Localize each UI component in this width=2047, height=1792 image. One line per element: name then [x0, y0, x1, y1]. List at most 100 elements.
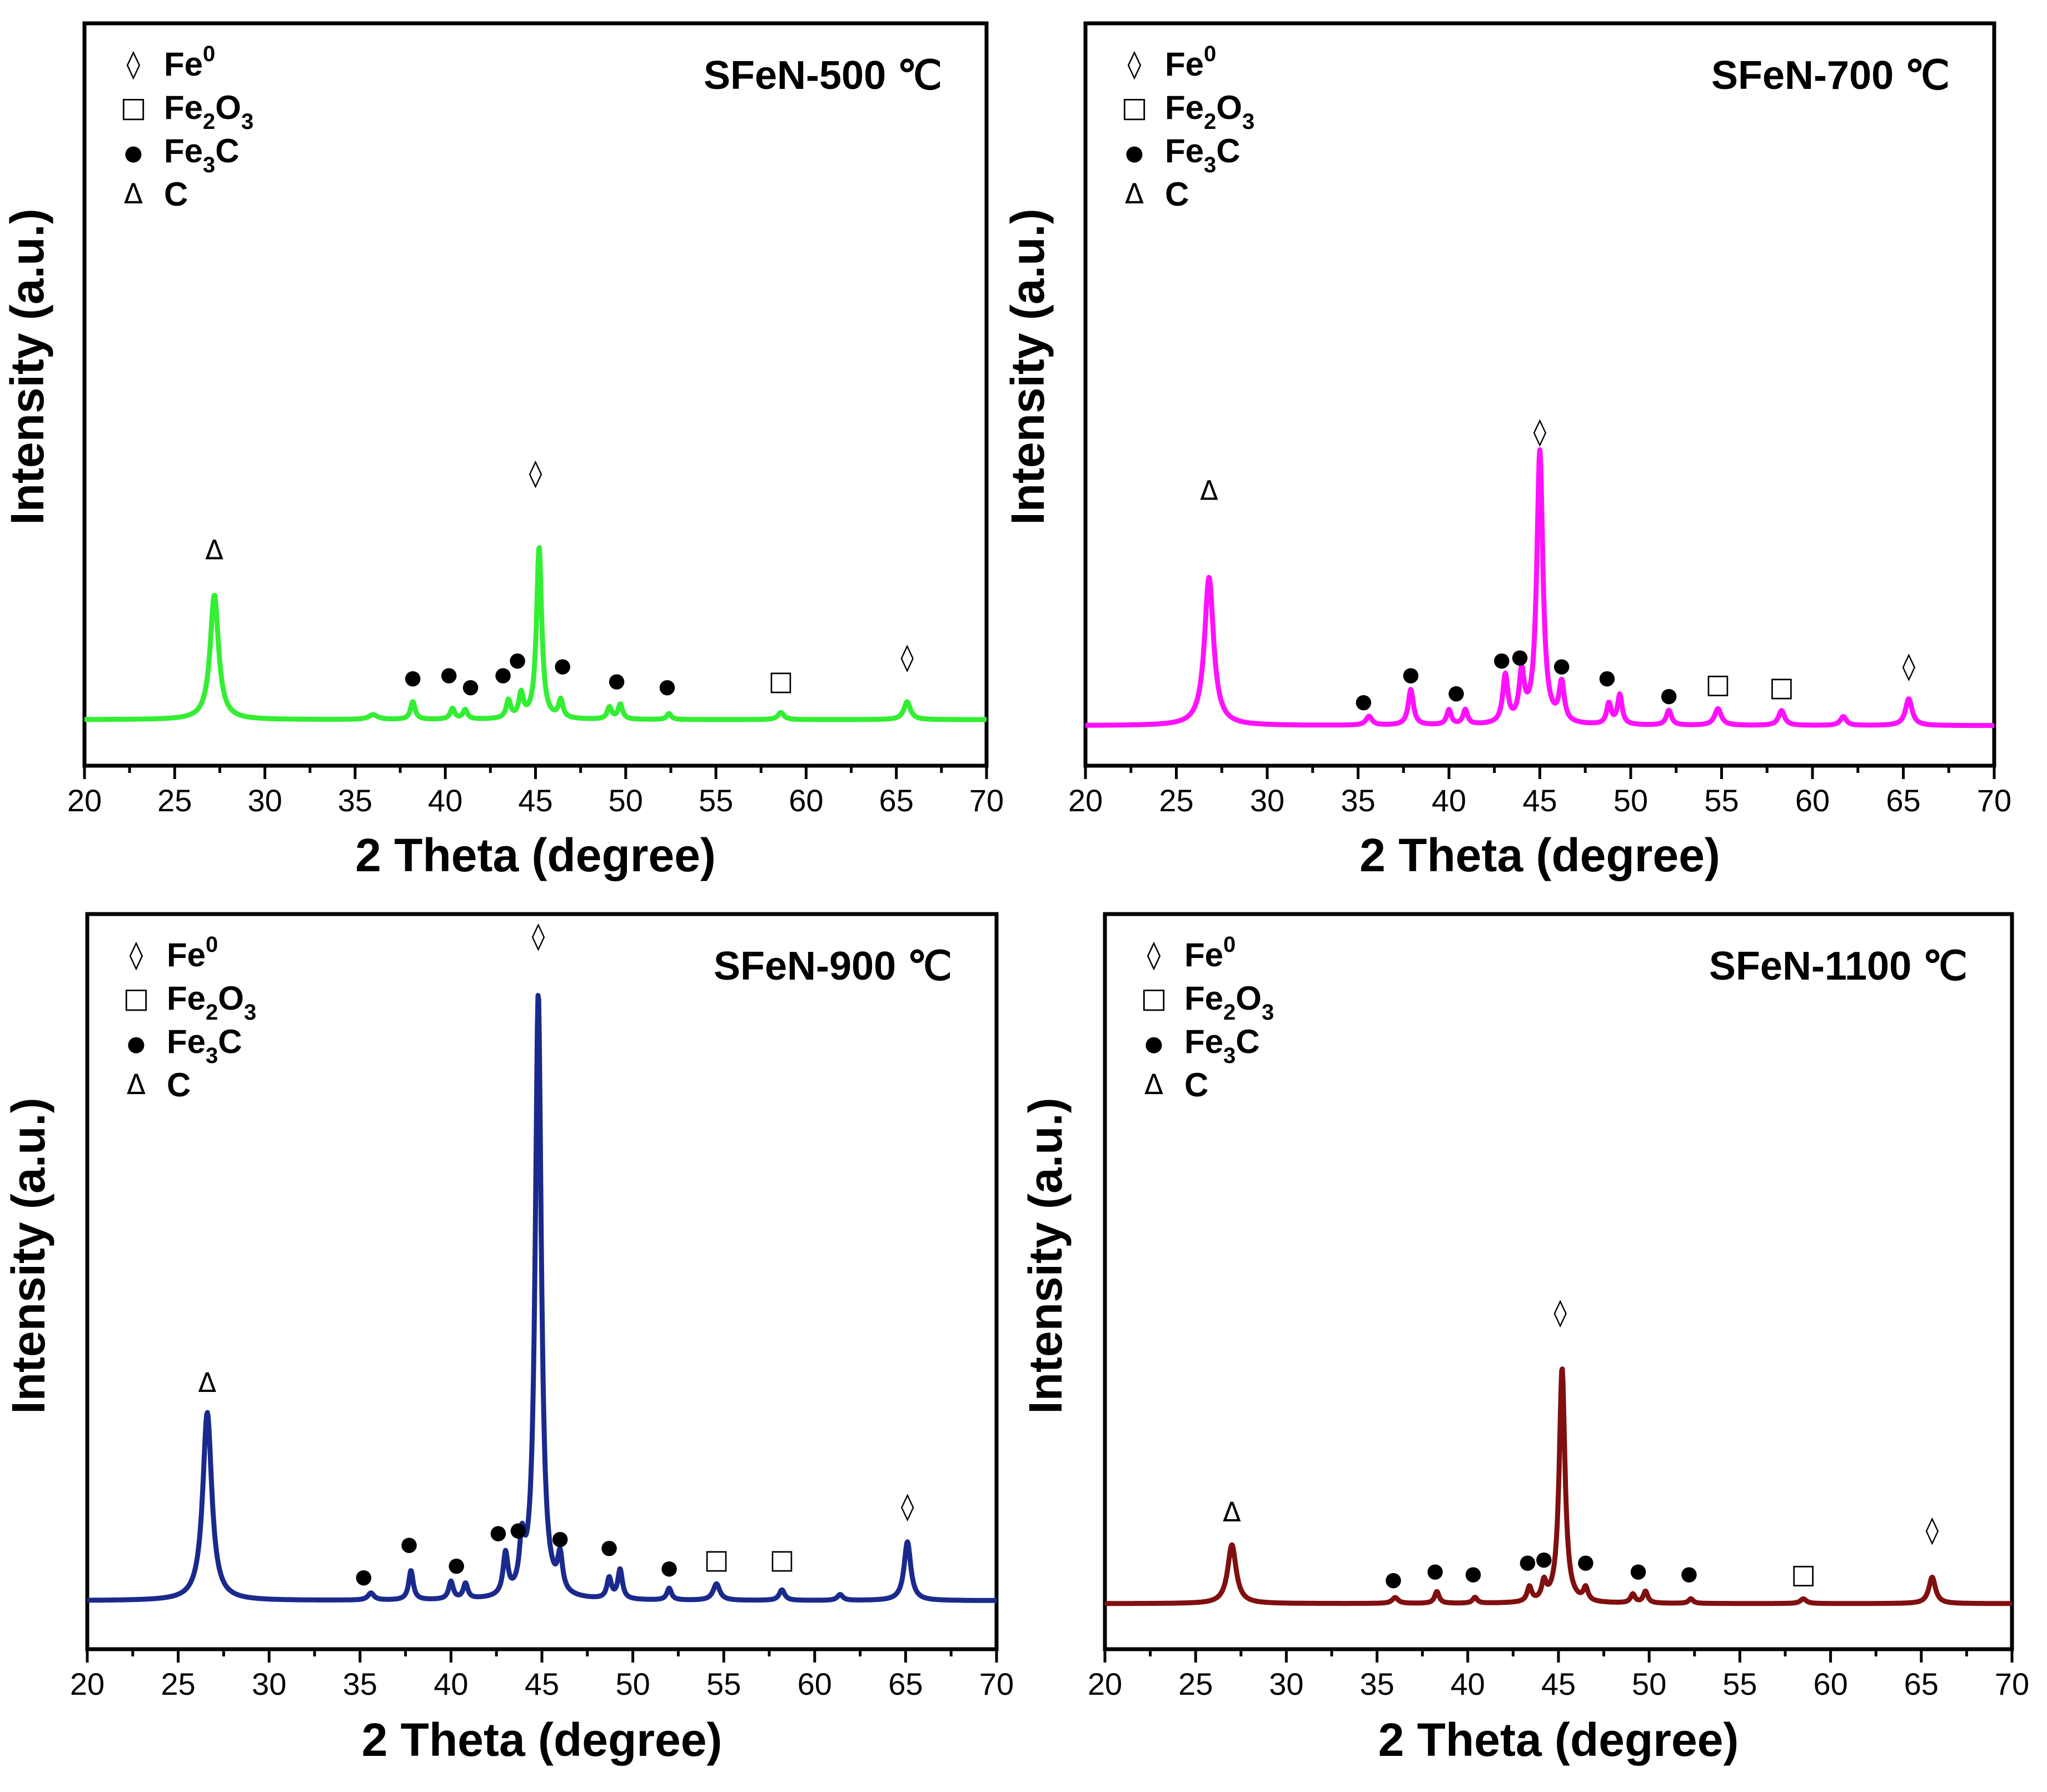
legend-label-c: C: [164, 176, 188, 213]
peak-marker-circle: ●: [600, 1536, 617, 1559]
peak-marker-triangle: Δ: [1200, 476, 1218, 507]
panel-title: SFeN-500 ℃: [704, 53, 942, 98]
xrd-panel-2: 20 25 30 35 40 45 50 55 60 65 70 2 Theta (degree) In…: [1002, 21, 2011, 881]
xrd-panel-4: 20 25 30 35 40 45 50 55 60 65 70 2 Theta (degree) In…: [1019, 912, 2029, 1766]
peak-marker-circle: ●: [1426, 1559, 1443, 1582]
peak-marker-circle: ●: [404, 666, 421, 689]
x-tick-label: 60: [798, 1666, 832, 1701]
legend-symbol-triangle: Δ: [127, 1069, 146, 1101]
legend-label-fe0: Fe0: [164, 42, 215, 83]
peak-marker-diamond: ◊: [1902, 651, 1915, 682]
legend-symbol-triangle: Δ: [1144, 1069, 1163, 1101]
x-tick-label: 70: [1995, 1666, 2029, 1701]
x-tick-label: 30: [247, 783, 282, 818]
y-axis-title: Intensity (a.u.): [1, 208, 53, 525]
peak-marker-circle: ●: [400, 1533, 417, 1556]
peak-marker-circle: ●: [355, 1565, 372, 1588]
peak-marker-circle: ●: [1630, 1559, 1647, 1582]
x-tick-label: 45: [525, 1666, 559, 1701]
peak-marker-circle: ●: [608, 669, 625, 692]
panel-title: SFeN-1100 ℃: [1709, 944, 1968, 989]
x-axis-title: 2 Theta (degree): [362, 1714, 723, 1766]
x-tick-label: 70: [979, 1666, 1014, 1701]
panel-title: SFeN-900 ℃: [714, 944, 952, 989]
peak-marker-square: □: [769, 1544, 794, 1575]
xrd-panel-3: 20 25 30 35 40 45 50 55 60 65 70 2 Theta (degree) In…: [2, 912, 1014, 1766]
peak-marker-diamond: ◊: [1553, 1297, 1567, 1328]
legend-label-fe3c: Fe3C: [1184, 1023, 1260, 1068]
legend-symbol-diamond: ◊: [127, 48, 141, 80]
legend-symbol-circle: ●: [1144, 1031, 1163, 1056]
x-tick-label: 25: [161, 1666, 195, 1701]
x-tick-label: 70: [969, 783, 1004, 818]
x-tick-label: 45: [518, 783, 552, 818]
peak-marker-circle: ●: [1402, 663, 1420, 686]
x-tick-label: 60: [1795, 783, 1830, 818]
peak-marker-square: □: [768, 666, 793, 697]
xrd-curve: [82, 545, 989, 722]
x-tick-label: 50: [609, 783, 643, 818]
legend-symbol-triangle: Δ: [1125, 178, 1144, 210]
x-tick-label: 30: [1269, 1666, 1303, 1701]
y-axis-title: Intensity (a.u.): [1002, 208, 1054, 525]
legend-symbol-diamond: ◊: [130, 939, 143, 971]
legend-label-fe2o3: Fe2O3: [1165, 89, 1254, 134]
x-tick-label: 55: [1722, 1666, 1757, 1701]
x-tick-label: 45: [1541, 1666, 1576, 1701]
legend-label-fe3c: Fe3C: [164, 132, 240, 177]
x-tick-label: 20: [1088, 1666, 1122, 1701]
legend-label-fe3c: Fe3C: [1165, 132, 1241, 177]
legend-label-fe3c: Fe3C: [167, 1023, 242, 1068]
peak-marker-circle: ●: [551, 1527, 569, 1550]
peak-marker-diamond: ◊: [1926, 1515, 1939, 1546]
peak-marker-circle: ●: [1384, 1568, 1402, 1591]
legend-symbol-circle: ●: [124, 141, 142, 165]
peak-marker-square: □: [704, 1544, 729, 1575]
x-tick-label: 35: [1359, 1666, 1394, 1701]
x-tick-label: 40: [434, 1666, 468, 1701]
peak-marker-circle: ●: [509, 648, 526, 671]
x-tick-label: 30: [1250, 783, 1284, 818]
legend-symbol-diamond: ◊: [1147, 939, 1161, 971]
legend-symbol-square: □: [120, 91, 146, 123]
legend-symbol-triangle: Δ: [124, 178, 143, 210]
x-tick-label: 20: [70, 1666, 104, 1701]
x-tick-label: 65: [1904, 1666, 1939, 1701]
x-tick-label: 25: [1159, 783, 1193, 818]
legend-symbol-square: □: [123, 982, 149, 1014]
x-tick-label: 55: [706, 1666, 741, 1701]
peak-marker-diamond: ◊: [1533, 416, 1547, 447]
peak-marker-circle: ●: [1598, 666, 1616, 689]
peak-marker-circle: ●: [1535, 1548, 1552, 1570]
peak-marker-circle: ●: [494, 663, 511, 686]
x-tick-label: 25: [1178, 1666, 1213, 1701]
x-tick-label: 40: [428, 783, 462, 818]
legend-label-fe0: Fe0: [1165, 42, 1216, 83]
legend-symbol-circle: ●: [1125, 141, 1143, 165]
x-tick-label: 65: [1886, 783, 1920, 818]
y-axis-title: Intensity (a.u.): [2, 1097, 54, 1414]
peak-marker-triangle: Δ: [198, 1367, 217, 1399]
x-tick-label: 60: [789, 783, 823, 818]
legend-symbol-square: □: [1140, 982, 1167, 1014]
peak-marker-circle: ●: [1447, 681, 1465, 704]
legend-label-c: C: [1184, 1066, 1208, 1104]
x-axis-title: 2 Theta (degree): [1359, 829, 1720, 881]
peak-marker-circle: ●: [554, 655, 571, 677]
peak-marker-circle: ●: [659, 675, 676, 698]
x-tick-label: 35: [338, 783, 372, 818]
peak-marker-circle: ●: [440, 663, 457, 686]
x-tick-label: 55: [1704, 783, 1739, 818]
x-tick-label: 65: [888, 1666, 923, 1701]
peak-marker-circle: ●: [1680, 1563, 1697, 1585]
legend-label-fe0: Fe0: [167, 932, 218, 974]
x-tick-label: 60: [1813, 1666, 1847, 1701]
x-tick-label: 20: [67, 783, 102, 818]
peak-marker-square: □: [1769, 671, 1794, 702]
xrd-curve: [1103, 1366, 2014, 1606]
x-axis-title: 2 Theta (degree): [1378, 1714, 1739, 1766]
legend-label-c: C: [167, 1066, 191, 1104]
legend-label-fe2o3: Fe2O3: [164, 89, 253, 134]
x-tick-label: 45: [1522, 783, 1557, 818]
